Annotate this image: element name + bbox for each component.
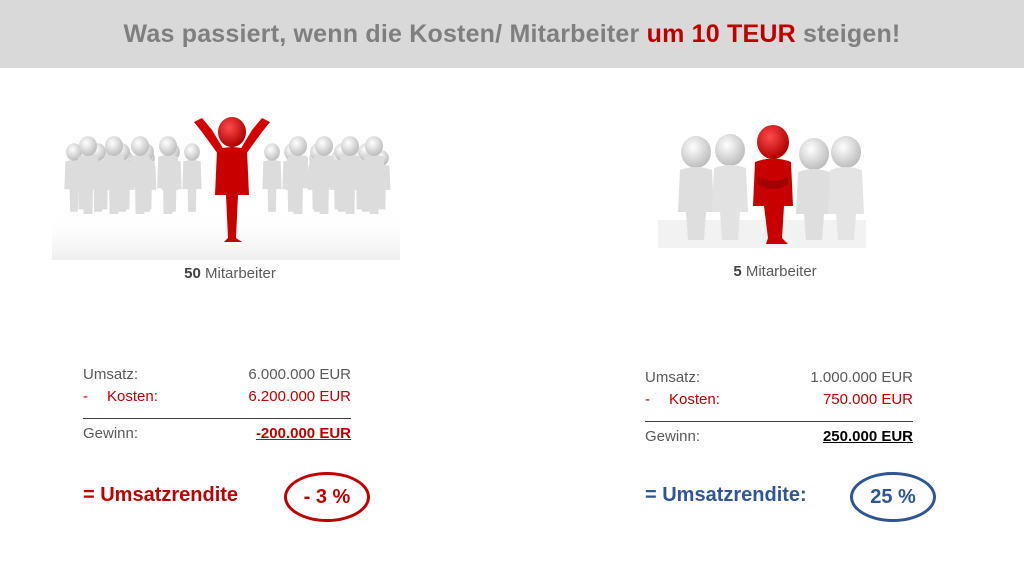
profit-value: 250.000 EUR (822, 428, 913, 445)
grey-figure (287, 136, 309, 215)
title-text-end: steigen! (795, 19, 901, 48)
right-rendite-value: 25 % (850, 472, 936, 522)
slide-header: Was passiert, wenn die Kosten/ Mitarbeit… (0, 0, 1024, 68)
red-leader-figure (194, 117, 270, 242)
left-financials: Umsatz: 6.000.000 EUR - Kosten: 6.200.00… (83, 366, 351, 447)
right-employee-count: 5 (733, 263, 742, 280)
title-text-start: Was passiert, wenn die Kosten/ Mitarbeit… (123, 19, 647, 48)
title-highlight: um 10 TEUR (646, 19, 796, 48)
profit-row: Gewinn: 250.000 EUR (645, 428, 913, 450)
left-employee-count: 50 (184, 265, 201, 282)
crowd-50-illustration (52, 117, 400, 260)
revenue-label: Umsatz: (645, 369, 701, 386)
revenue-row: Umsatz: 6.000.000 EUR (83, 366, 351, 388)
grey-figure (129, 136, 151, 215)
sum-divider (645, 421, 913, 422)
grey-figure (678, 136, 714, 240)
grey-figure (712, 134, 748, 240)
cost-dash: - (83, 388, 88, 405)
grey-figure (363, 136, 385, 215)
revenue-value: 6.000.000 EUR (248, 366, 351, 383)
grey-figure (796, 138, 832, 240)
grey-figure (828, 136, 864, 240)
profit-label: Gewinn: (83, 425, 139, 442)
revenue-row: Umsatz: 1.000.000 EUR (645, 369, 913, 391)
cost-row: - Kosten: 750.000 EUR (645, 391, 913, 413)
left-rendite-value: - 3 % (284, 472, 370, 522)
grey-figure (157, 136, 179, 215)
left-caption: 50 Mitarbeiter (130, 265, 330, 282)
left-caption-text: Mitarbeiter (200, 265, 276, 282)
slide-title: Was passiert, wenn die Kosten/ Mitarbeit… (124, 20, 901, 49)
grey-figure (103, 136, 125, 215)
profit-label: Gewinn: (645, 428, 701, 445)
grey-figure (313, 136, 335, 215)
group-5-illustration (658, 125, 866, 248)
profit-value: -200.000 EUR (255, 425, 351, 442)
cost-dash: - (645, 391, 650, 408)
cost-row: - Kosten: 6.200.000 EUR (83, 388, 351, 410)
cost-value: 6.200.000 EUR (248, 388, 351, 405)
revenue-value: 1.000.000 EUR (810, 369, 913, 386)
grey-figure (262, 143, 282, 212)
red-leader-figure (753, 125, 793, 244)
right-rendite-label: = Umsatzrendite: (645, 484, 807, 506)
sum-divider (83, 418, 351, 419)
profit-row: Gewinn: -200.000 EUR (83, 425, 351, 447)
cost-value: 750.000 EUR (822, 391, 913, 408)
cost-label: Kosten: (669, 391, 720, 408)
grey-figure (77, 136, 99, 215)
cost-label: Kosten: (107, 388, 158, 405)
right-caption: 5 Mitarbeiter (675, 263, 875, 280)
grey-figure (182, 143, 202, 212)
right-caption-text: Mitarbeiter (741, 263, 817, 280)
grey-figure (339, 136, 361, 215)
revenue-label: Umsatz: (83, 366, 139, 383)
right-financials: Umsatz: 1.000.000 EUR - Kosten: 750.000 … (645, 369, 913, 450)
left-rendite-label: = Umsatzrendite (83, 484, 239, 506)
